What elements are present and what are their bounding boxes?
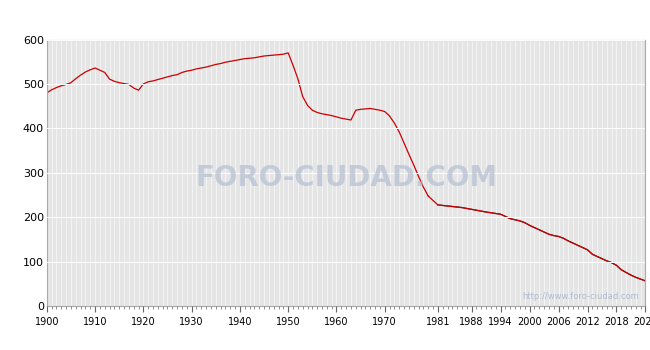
Text: http://www.foro-ciudad.com: http://www.foro-ciudad.com (523, 292, 640, 301)
Text: FORO-CIUDAD.COM: FORO-CIUDAD.COM (195, 164, 497, 192)
Text: Almazul (Municipio) - Evolucion del numero de Habitantes: Almazul (Municipio) - Evolucion del nume… (112, 12, 538, 26)
